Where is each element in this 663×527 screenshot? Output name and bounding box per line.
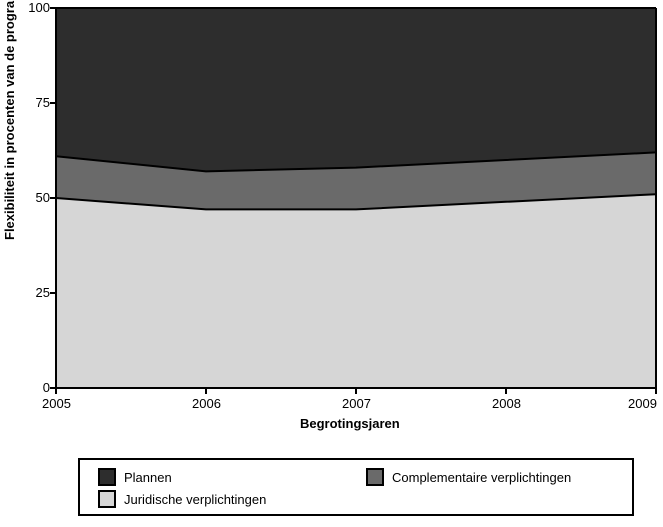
ytick-75: 75 [36,95,50,110]
x-axis-title: Begrotingsjaren [300,416,400,431]
xtick-2005: 2005 [42,396,71,411]
ytick-100: 100 [28,0,50,15]
plot-area [48,6,658,396]
xtick-2007: 2007 [342,396,371,411]
legend-label-plannen: Plannen [124,470,172,485]
ytick-25: 25 [36,285,50,300]
y-axis-title: Flexibiliteit in procenten van de progra… [2,0,17,240]
legend-item-juridische: Juridische verplichtingen [98,490,266,508]
legend-swatch-plannen [98,468,116,486]
legend: Plannen Complementaire verplichtingen Ju… [78,458,634,516]
legend-item-complementaire: Complementaire verplichtingen [366,468,571,486]
legend-item-plannen: Plannen [98,468,172,486]
xtick-2006: 2006 [192,396,221,411]
stacked-area-chart: Flexibiliteit in procenten van de progra… [0,0,663,527]
legend-label-juridische: Juridische verplichtingen [124,492,266,507]
ytick-50: 50 [36,190,50,205]
legend-swatch-complementaire [366,468,384,486]
legend-label-complementaire: Complementaire verplichtingen [392,470,571,485]
ytick-0: 0 [43,380,50,395]
xtick-2008: 2008 [492,396,521,411]
legend-swatch-juridische [98,490,116,508]
xtick-2009: 2009 [628,396,657,411]
